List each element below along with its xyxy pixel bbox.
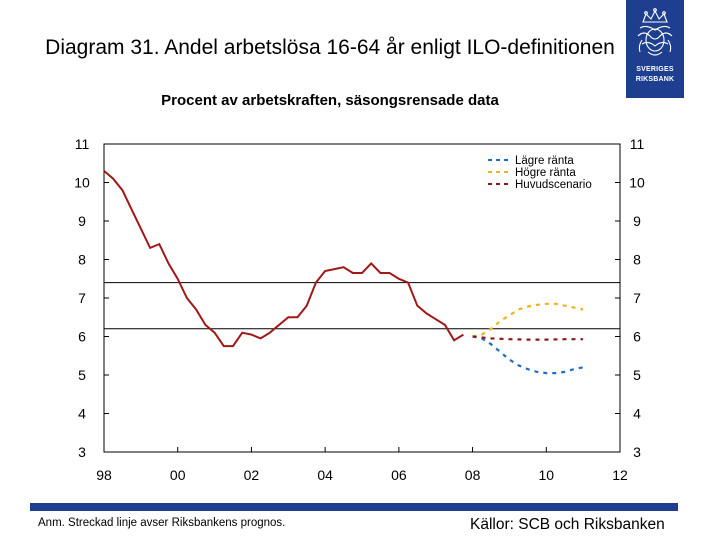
y-tick-label-left: 10 (74, 175, 90, 191)
line-chart: 3 3 4 4 5 5 6 6 7 7 8 8 9 9 10 10 11 11 98 00 02 04 06 08 10 12 Lä… (74, 136, 645, 483)
legend-label: Lägre ränta (515, 155, 574, 167)
x-tick-label: 98 (96, 467, 112, 483)
series-line-forecast-2 (472, 302, 584, 338)
y-tick-label-right: 7 (633, 290, 641, 306)
y-tick-label-left: 5 (78, 367, 86, 383)
chart-title: Diagram 31. Andel arbetslösa 16-64 år en… (45, 36, 615, 59)
x-tick-label: 02 (244, 467, 260, 483)
y-tick-label-left: 3 (78, 444, 86, 460)
y-tick-label-right: 11 (630, 136, 645, 152)
y-tick-label-right: 6 (633, 329, 641, 345)
y-tick-label-left: 7 (78, 290, 86, 306)
series-line-forecast-3 (472, 335, 584, 341)
y-tick-label-right: 3 (633, 444, 641, 460)
y-tick-label-right: 8 (633, 252, 641, 268)
x-tick-label: 06 (391, 467, 407, 483)
series-line-forecast-1 (472, 335, 584, 375)
logo-line-2: RIKSBANK (635, 76, 675, 83)
y-tick-label-right: 5 (633, 367, 641, 383)
y-tick-label-left: 4 (78, 406, 86, 422)
legend-label: Huvudscenario (515, 179, 592, 191)
y-tick-label-right: 10 (629, 175, 645, 191)
y-tick-label-left: 11 (75, 136, 90, 152)
x-tick-label: 08 (465, 467, 481, 483)
y-tick-label-right: 9 (633, 213, 641, 229)
logo-line-1: SVERIGES (636, 66, 674, 73)
legend-label: Högre ränta (515, 167, 576, 179)
x-tick-label: 00 (170, 467, 186, 483)
x-tick-label: 12 (612, 467, 628, 483)
footnote: Anm. Streckad linje avser Riksbankens pr… (38, 517, 286, 529)
chart-subtitle: Procent av arbetskraften, säsongsrensade… (161, 92, 499, 109)
y-tick-label-left: 8 (78, 252, 86, 268)
x-tick-label: 10 (538, 467, 554, 483)
source-text: Källor: SCB och Riksbanken (470, 516, 665, 533)
x-tick-label: 04 (317, 467, 333, 483)
riksbank-logo: SVERIGES RIKSBANK (626, 0, 684, 98)
y-tick-label-left: 9 (78, 213, 86, 229)
y-tick-label-right: 4 (633, 406, 641, 422)
series-line-outcome (103, 170, 464, 348)
crown-emblem-icon (637, 8, 673, 56)
y-tick-label-left: 6 (78, 329, 86, 345)
footer-bar (30, 503, 678, 511)
